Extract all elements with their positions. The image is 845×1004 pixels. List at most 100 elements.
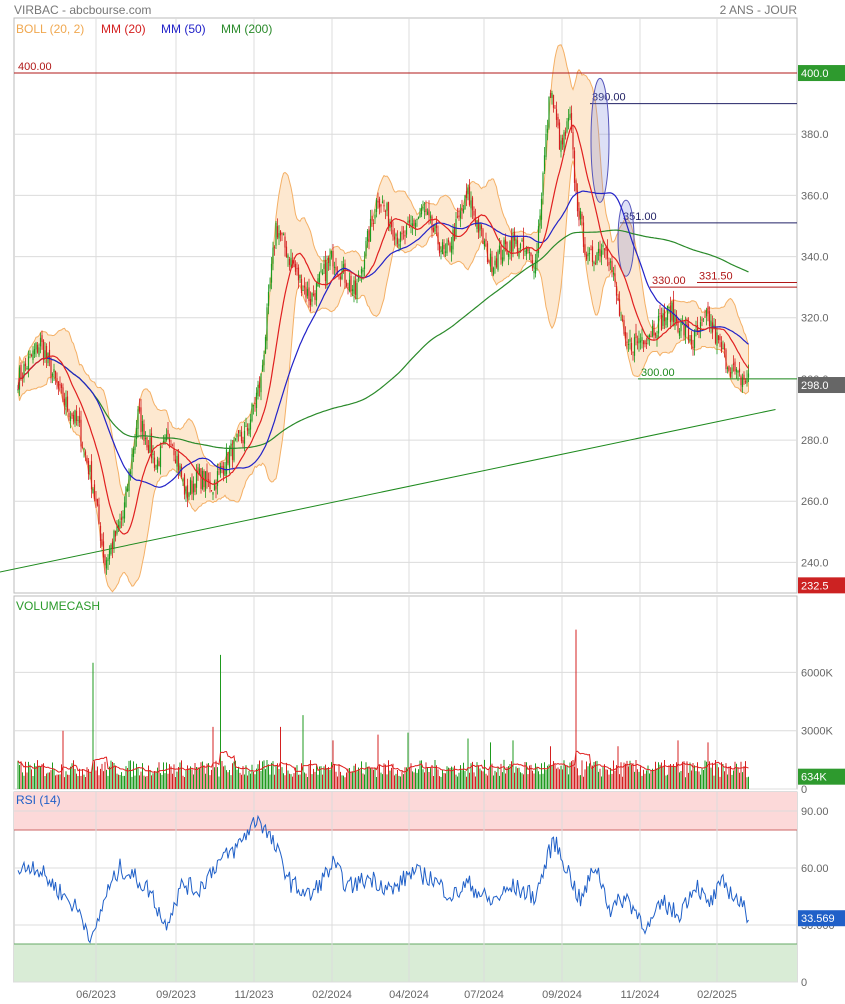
candle-body (219, 466, 222, 474)
volume-average-line (17, 750, 749, 773)
candle-body (173, 448, 175, 456)
candle-body (420, 207, 423, 215)
candle-body (644, 340, 646, 345)
candle-body (383, 204, 385, 207)
candle-body (740, 376, 742, 386)
candle-body (429, 215, 432, 219)
candle-body (302, 289, 304, 291)
candle-body (57, 381, 60, 389)
candle-body (602, 245, 604, 247)
candle-body (423, 210, 426, 212)
candle-body (596, 252, 598, 264)
candle-body (591, 246, 594, 263)
highlight-ellipse (590, 77, 610, 203)
candle-body (216, 471, 219, 486)
legend-volume[interactable]: VOLUMECASH (16, 599, 100, 613)
candle-body (419, 213, 421, 218)
candle-body (576, 190, 579, 212)
candle-body (555, 109, 558, 120)
candle-body (431, 216, 433, 231)
candle-body (444, 251, 447, 253)
candle-body (231, 447, 234, 460)
candle-body (636, 341, 639, 343)
candle-body (438, 242, 441, 254)
candle-body (90, 461, 93, 490)
candle-body (705, 310, 708, 317)
candle-body (476, 220, 478, 229)
candle-body (270, 263, 273, 283)
candle-body (587, 253, 589, 257)
candle-body (599, 248, 601, 257)
legend-mm20[interactable]: MM (20) (101, 22, 146, 36)
candle-body (527, 248, 529, 252)
candle-body (141, 421, 144, 432)
candle-body (264, 337, 267, 354)
candle-body (686, 321, 688, 328)
candle-body (396, 237, 399, 244)
candle-body (221, 465, 223, 468)
date-axis-tick: 11/2024 (621, 989, 660, 1001)
candle-body (554, 107, 556, 109)
candle-body (183, 474, 186, 495)
candle-body (138, 407, 141, 412)
candle-body (488, 260, 490, 263)
candle-body (152, 453, 154, 455)
candle-body (254, 403, 256, 405)
candle-body (435, 221, 438, 229)
candle-body (380, 204, 382, 207)
candle-body (570, 113, 573, 130)
candle-body (65, 397, 67, 408)
candle-body (236, 434, 238, 438)
highlight-ellipse (617, 199, 635, 277)
legend-rsi[interactable]: RSI (14) (16, 793, 61, 807)
candle-body (660, 314, 663, 330)
candle-body (179, 465, 181, 475)
legend-mm50[interactable]: MM (50) (161, 22, 206, 36)
date-axis-tick: 06/2023 (76, 989, 116, 1001)
legend-boll[interactable]: BOLL (20, 2) (16, 22, 84, 36)
candle-body (522, 235, 525, 251)
candle-body (479, 222, 481, 231)
candle-body (702, 318, 705, 320)
candle-body (180, 466, 183, 478)
candle-body (674, 314, 676, 327)
candle-body (402, 231, 405, 233)
candle-body (323, 263, 325, 270)
legend-mm200[interactable]: MM (200) (221, 22, 272, 36)
candle-body (477, 218, 480, 233)
candle-body (261, 365, 264, 371)
candle-body (176, 455, 178, 467)
candle-body (528, 251, 531, 253)
candle-body (45, 345, 48, 359)
candle-body (657, 315, 660, 334)
candle-body (584, 244, 586, 255)
candle-body (641, 337, 643, 341)
price-levels: 400.00 390.00 351.00 331.50 330.00 300.00 (14, 61, 797, 380)
candle-body (189, 479, 192, 494)
candle-body (618, 299, 621, 316)
candle-body (648, 334, 651, 338)
candle-body (186, 485, 189, 499)
candle-body (425, 208, 427, 212)
mm50-line (17, 190, 749, 488)
date-axis-tick: 09/2023 (156, 989, 196, 1001)
candle-body (66, 396, 69, 411)
candle-body (377, 200, 379, 203)
candle-body (275, 222, 277, 246)
candle-body (738, 368, 741, 373)
candle-body (413, 220, 415, 227)
candle-body (245, 425, 247, 427)
candle-body (540, 198, 543, 220)
candle-body (378, 198, 381, 208)
candle-body (441, 242, 444, 255)
candle-body (111, 541, 114, 550)
candle-body (345, 282, 348, 287)
candle-body (545, 133, 547, 158)
candle-body (663, 309, 666, 322)
candle-body (665, 317, 667, 326)
candle-body (588, 252, 591, 254)
candle-body (741, 377, 744, 387)
candle-body (374, 214, 376, 219)
candle-body (563, 132, 565, 148)
date-axis-tick: 07/2024 (464, 989, 504, 1001)
